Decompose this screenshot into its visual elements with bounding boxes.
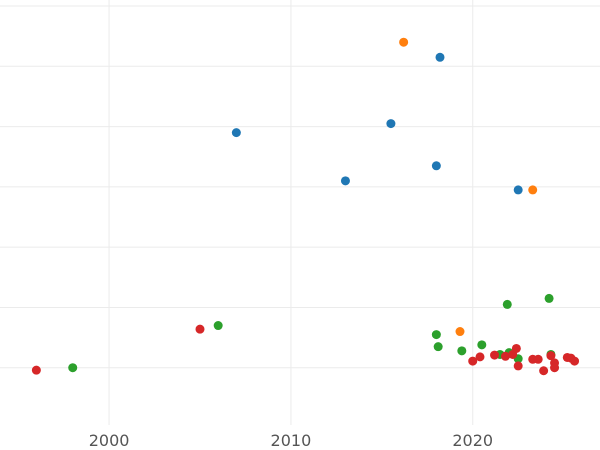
data-point	[468, 356, 478, 366]
series-0	[231, 52, 523, 195]
data-point	[68, 363, 78, 373]
x-tick-label: 2020	[452, 431, 493, 450]
data-point	[511, 343, 521, 353]
data-point	[570, 356, 580, 366]
data-point	[340, 176, 350, 186]
data-point	[502, 299, 512, 309]
x-tick-label: 2010	[271, 431, 312, 450]
data-point	[31, 365, 41, 375]
data-point	[546, 351, 556, 361]
data-point	[513, 185, 523, 195]
data-point	[490, 350, 500, 360]
x-tick-label: 2000	[89, 431, 130, 450]
grid-lines	[0, 0, 600, 425]
data-point	[528, 185, 538, 195]
data-point	[533, 354, 543, 364]
data-point	[475, 352, 485, 362]
data-point	[513, 361, 523, 371]
data-point	[231, 128, 241, 138]
x-tick-labels: 2000 2010 2020	[89, 431, 493, 450]
data-point	[457, 346, 467, 356]
data-point	[500, 351, 510, 361]
data-point	[477, 340, 487, 350]
data-point	[539, 366, 549, 376]
data-point	[544, 293, 554, 303]
data-point	[399, 37, 409, 47]
data-points	[31, 37, 580, 376]
data-point	[213, 321, 223, 331]
data-point	[386, 119, 396, 129]
series-1	[399, 37, 538, 337]
data-point	[195, 324, 205, 334]
series-3	[31, 324, 580, 376]
data-point	[431, 330, 441, 340]
data-point	[455, 327, 465, 337]
data-point	[431, 161, 441, 171]
data-point	[433, 342, 443, 352]
data-point	[550, 363, 560, 373]
data-point	[435, 52, 445, 62]
